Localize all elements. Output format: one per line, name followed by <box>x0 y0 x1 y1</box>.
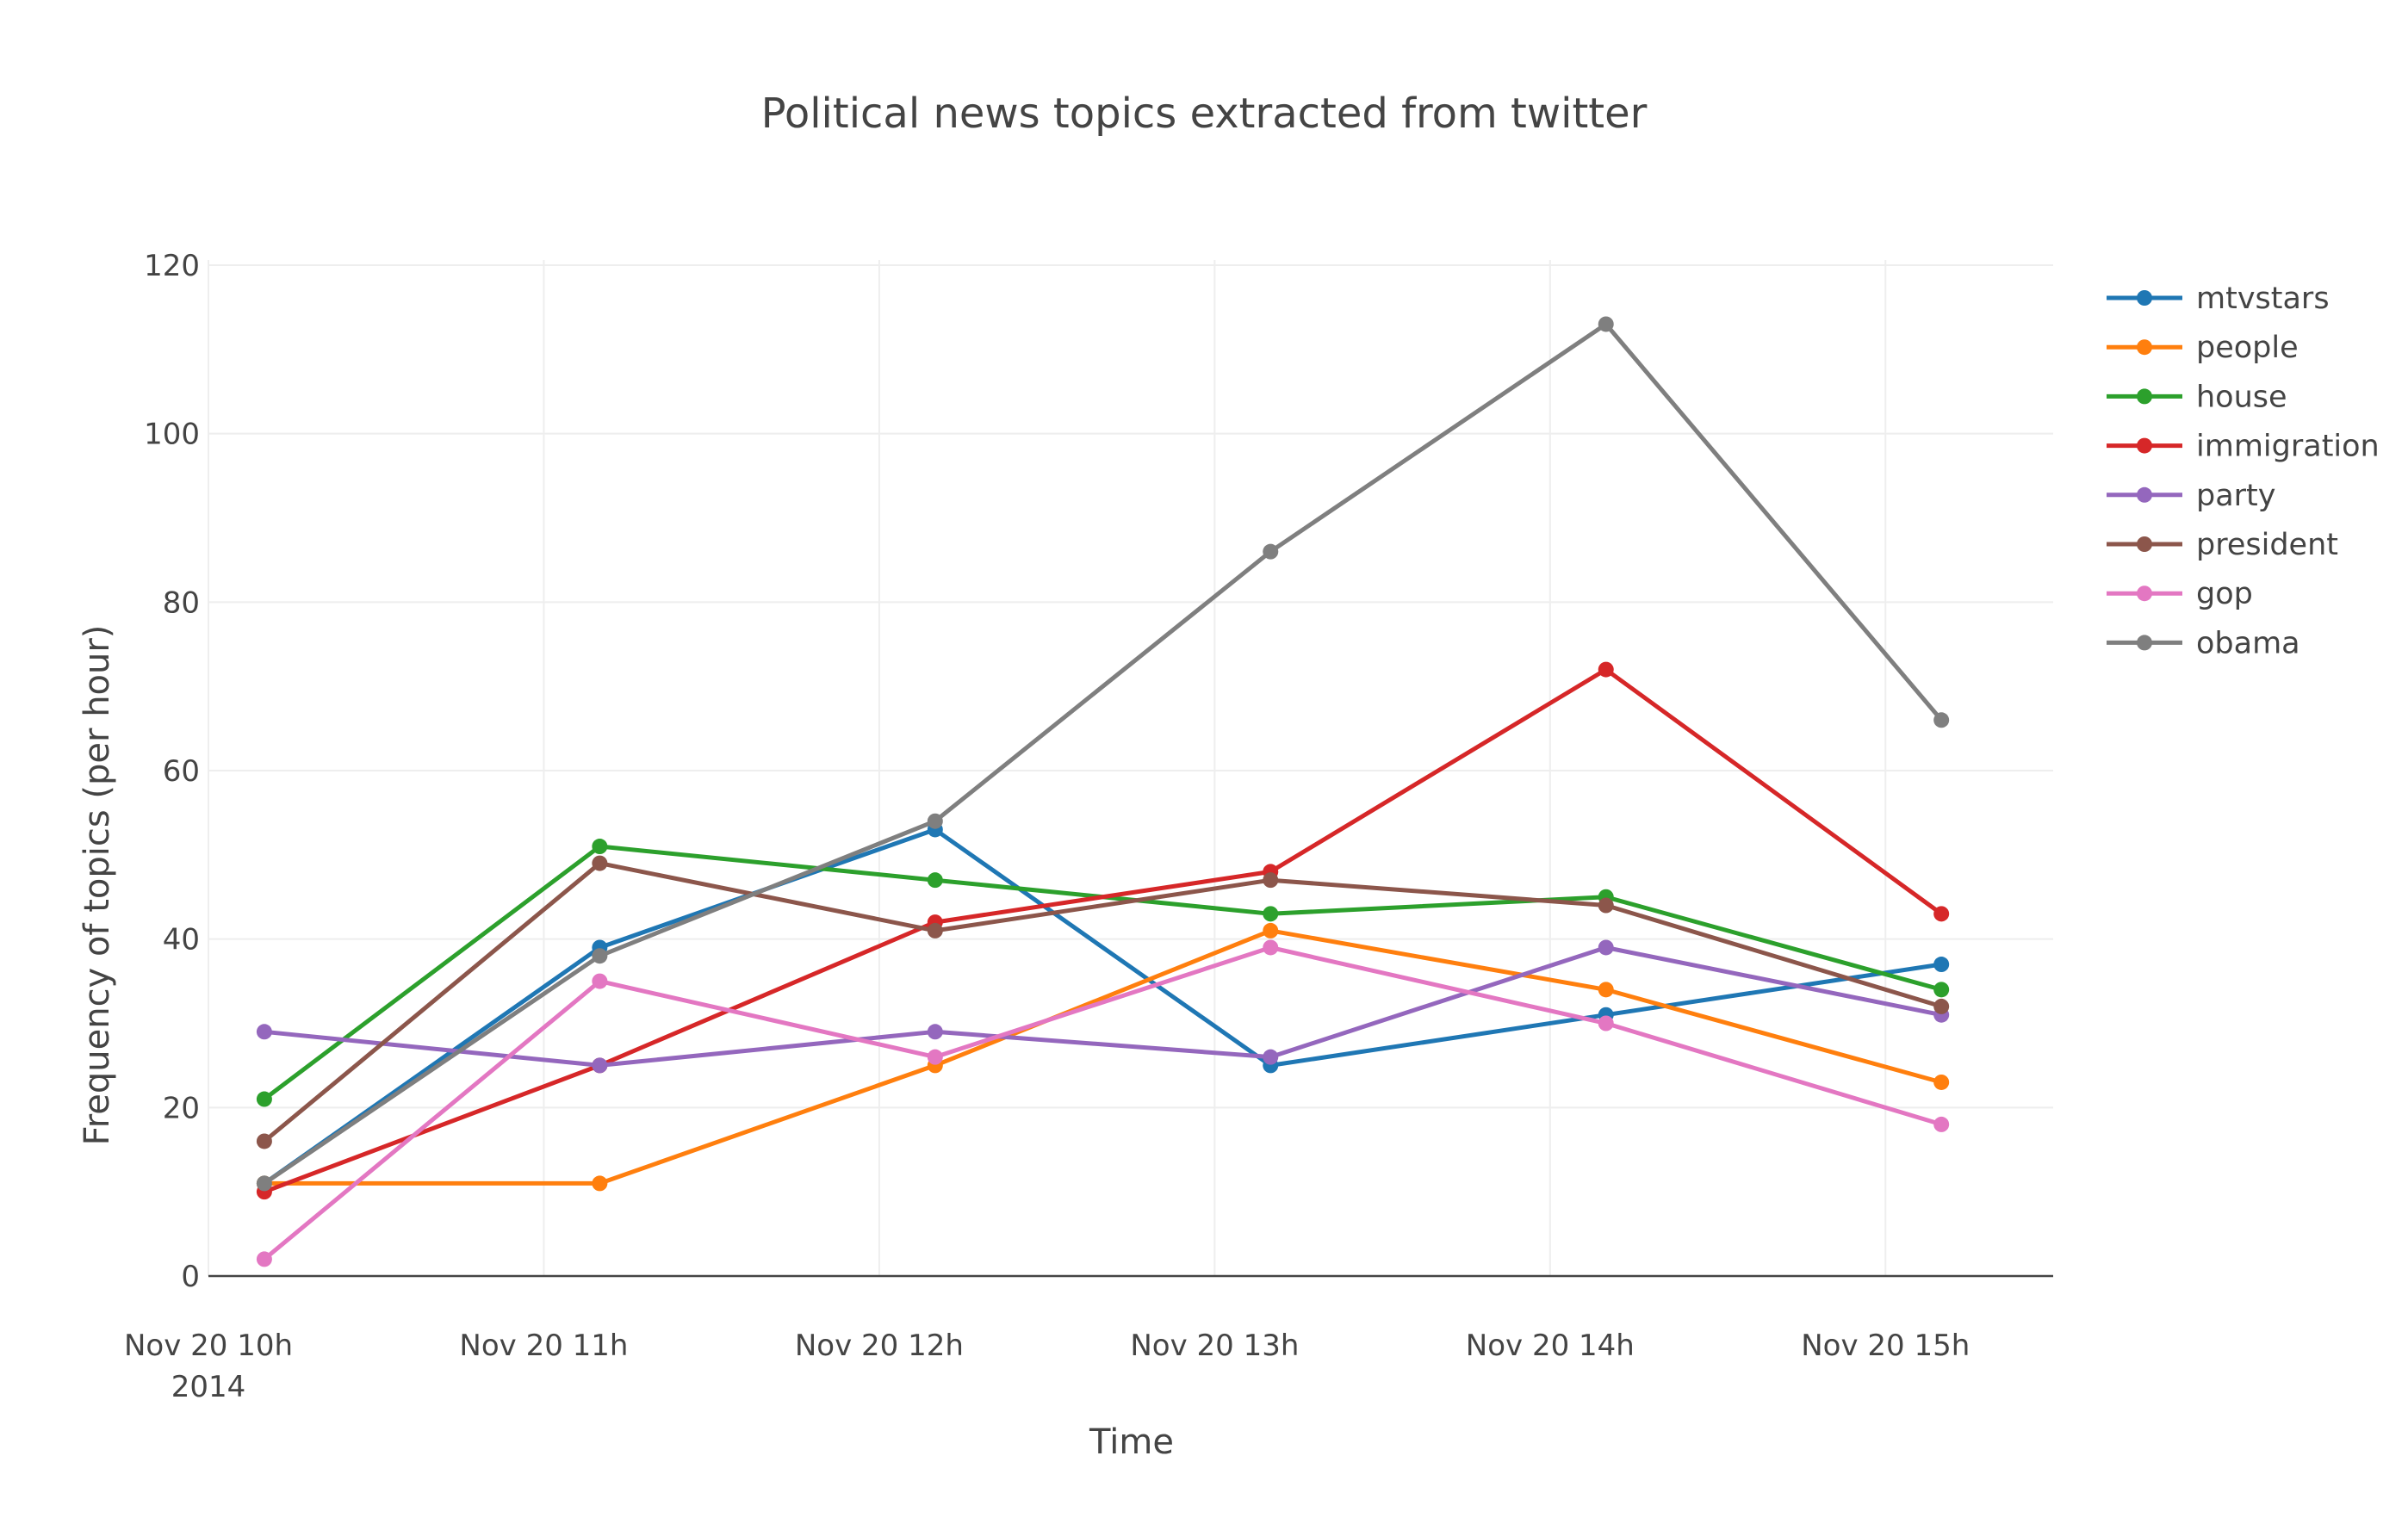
legend-label: obama <box>2196 626 2300 660</box>
legend-item-house[interactable]: house <box>2107 380 2287 414</box>
legend-item-mtvstars[interactable]: mtvstars <box>2107 282 2330 316</box>
data-point-immigration[interactable] <box>1598 661 1614 678</box>
x-tick-label: Nov 20 15h <box>1801 1329 1970 1363</box>
data-point-president[interactable] <box>1598 897 1614 914</box>
plot-series <box>256 316 1950 1267</box>
y-tick-label: 20 <box>163 1091 200 1125</box>
legend-label: party <box>2196 479 2276 513</box>
legend-item-party[interactable]: party <box>2107 479 2276 513</box>
legend-swatch-marker <box>2137 437 2152 454</box>
data-point-people[interactable] <box>1598 982 1614 998</box>
data-point-gop[interactable] <box>927 1049 943 1065</box>
series-line-party <box>264 945 1942 1068</box>
series-gop <box>256 939 1950 1267</box>
grid <box>208 260 2053 1276</box>
y-tick-label: 100 <box>144 418 200 452</box>
data-point-gop[interactable] <box>256 1251 272 1267</box>
y-tick-label: 120 <box>144 249 200 283</box>
data-point-party[interactable] <box>256 1024 272 1040</box>
data-point-president[interactable] <box>927 922 943 939</box>
data-point-house[interactable] <box>592 839 608 855</box>
legend-item-gop[interactable]: gop <box>2107 577 2253 611</box>
series-house <box>256 839 1950 1107</box>
data-point-gop[interactable] <box>1933 1116 1950 1132</box>
legend-swatch-marker <box>2137 536 2152 552</box>
data-point-party[interactable] <box>592 1057 608 1074</box>
data-point-party[interactable] <box>1598 939 1614 956</box>
x-tick-label: Nov 20 10h <box>124 1329 293 1363</box>
x-axis-title: Time <box>1089 1422 1174 1462</box>
data-point-house[interactable] <box>1933 982 1950 998</box>
data-point-president[interactable] <box>1263 872 1279 889</box>
x-tick-sublabel: 2014 <box>171 1370 246 1404</box>
data-point-immigration[interactable] <box>1933 906 1950 922</box>
legend-swatch-marker <box>2137 388 2152 405</box>
legend-swatch-marker <box>2137 290 2152 306</box>
legend-label: gop <box>2196 577 2253 611</box>
y-axis-tick-labels: 0 20 40 60 80 100 120 <box>144 249 200 1294</box>
legend-label: president <box>2196 528 2338 562</box>
data-point-house[interactable] <box>927 872 943 889</box>
series-line-gop <box>263 945 1942 1261</box>
series-line-immigration <box>264 667 1943 1194</box>
y-tick-label: 0 <box>181 1260 200 1294</box>
data-point-gop[interactable] <box>1598 1015 1614 1031</box>
data-point-obama[interactable] <box>1933 712 1950 728</box>
legend-label: immigration <box>2196 430 2380 464</box>
legend-item-people[interactable]: people <box>2107 331 2299 365</box>
data-point-party[interactable] <box>1263 1049 1279 1065</box>
series-line-people <box>264 928 1942 1186</box>
series-obama <box>256 316 1950 1192</box>
y-tick-label: 60 <box>163 754 200 789</box>
x-tick-label: Nov 20 12h <box>795 1329 964 1363</box>
series-line-president <box>263 861 1942 1143</box>
y-tick-label: 40 <box>163 923 200 957</box>
data-point-obama[interactable] <box>927 813 943 829</box>
legend-label: house <box>2196 380 2287 414</box>
data-point-house[interactable] <box>1263 906 1279 922</box>
legend-item-immigration[interactable]: immigration <box>2107 430 2380 464</box>
chart-title: Political news topics extracted from twi… <box>761 90 1648 138</box>
legend-label: people <box>2196 331 2299 365</box>
legend-swatch-marker <box>2137 635 2152 651</box>
legend-swatch-marker <box>2137 486 2152 503</box>
series-line-mtvstars <box>263 827 1942 1186</box>
legend-item-president[interactable]: president <box>2107 528 2338 562</box>
x-tick-label: Nov 20 14h <box>1466 1329 1635 1363</box>
series-line-obama <box>263 322 1944 1186</box>
legend-swatch-marker <box>2137 339 2152 356</box>
series-line-house <box>263 844 1942 1101</box>
data-point-house[interactable] <box>256 1091 272 1107</box>
data-point-obama[interactable] <box>1598 316 1614 332</box>
legend[interactable]: mtvstars people house immigration party presi… <box>2107 282 2380 660</box>
data-point-president[interactable] <box>592 855 608 871</box>
legend-item-obama[interactable]: obama <box>2107 626 2300 660</box>
data-point-people[interactable] <box>592 1175 608 1192</box>
x-tick-label: Nov 20 13h <box>1130 1329 1299 1363</box>
data-point-obama[interactable] <box>592 948 608 964</box>
series-mtvstars <box>256 821 1950 1192</box>
series-president <box>256 855 1950 1149</box>
data-point-obama[interactable] <box>1263 543 1279 560</box>
data-point-mtvstars[interactable] <box>1933 957 1950 973</box>
y-axis-title: Frequency of topics (per hour) <box>78 625 117 1146</box>
data-point-people[interactable] <box>1933 1074 1950 1090</box>
x-tick-label: Nov 20 11h <box>459 1329 628 1363</box>
data-point-people[interactable] <box>1263 922 1279 939</box>
x-axis-tick-labels: Nov 20 10h 2014 Nov 20 11h Nov 20 12h Nov 20… <box>124 1329 1970 1404</box>
data-point-president[interactable] <box>256 1133 272 1149</box>
legend-swatch-marker <box>2137 585 2152 602</box>
data-point-party[interactable] <box>927 1024 943 1040</box>
y-tick-label: 80 <box>163 585 200 620</box>
data-point-president[interactable] <box>1933 998 1950 1014</box>
data-point-obama[interactable] <box>256 1175 272 1192</box>
legend-label: mtvstars <box>2196 282 2330 316</box>
data-point-gop[interactable] <box>1263 939 1279 956</box>
series-party <box>256 939 1950 1074</box>
data-point-gop[interactable] <box>592 973 608 989</box>
